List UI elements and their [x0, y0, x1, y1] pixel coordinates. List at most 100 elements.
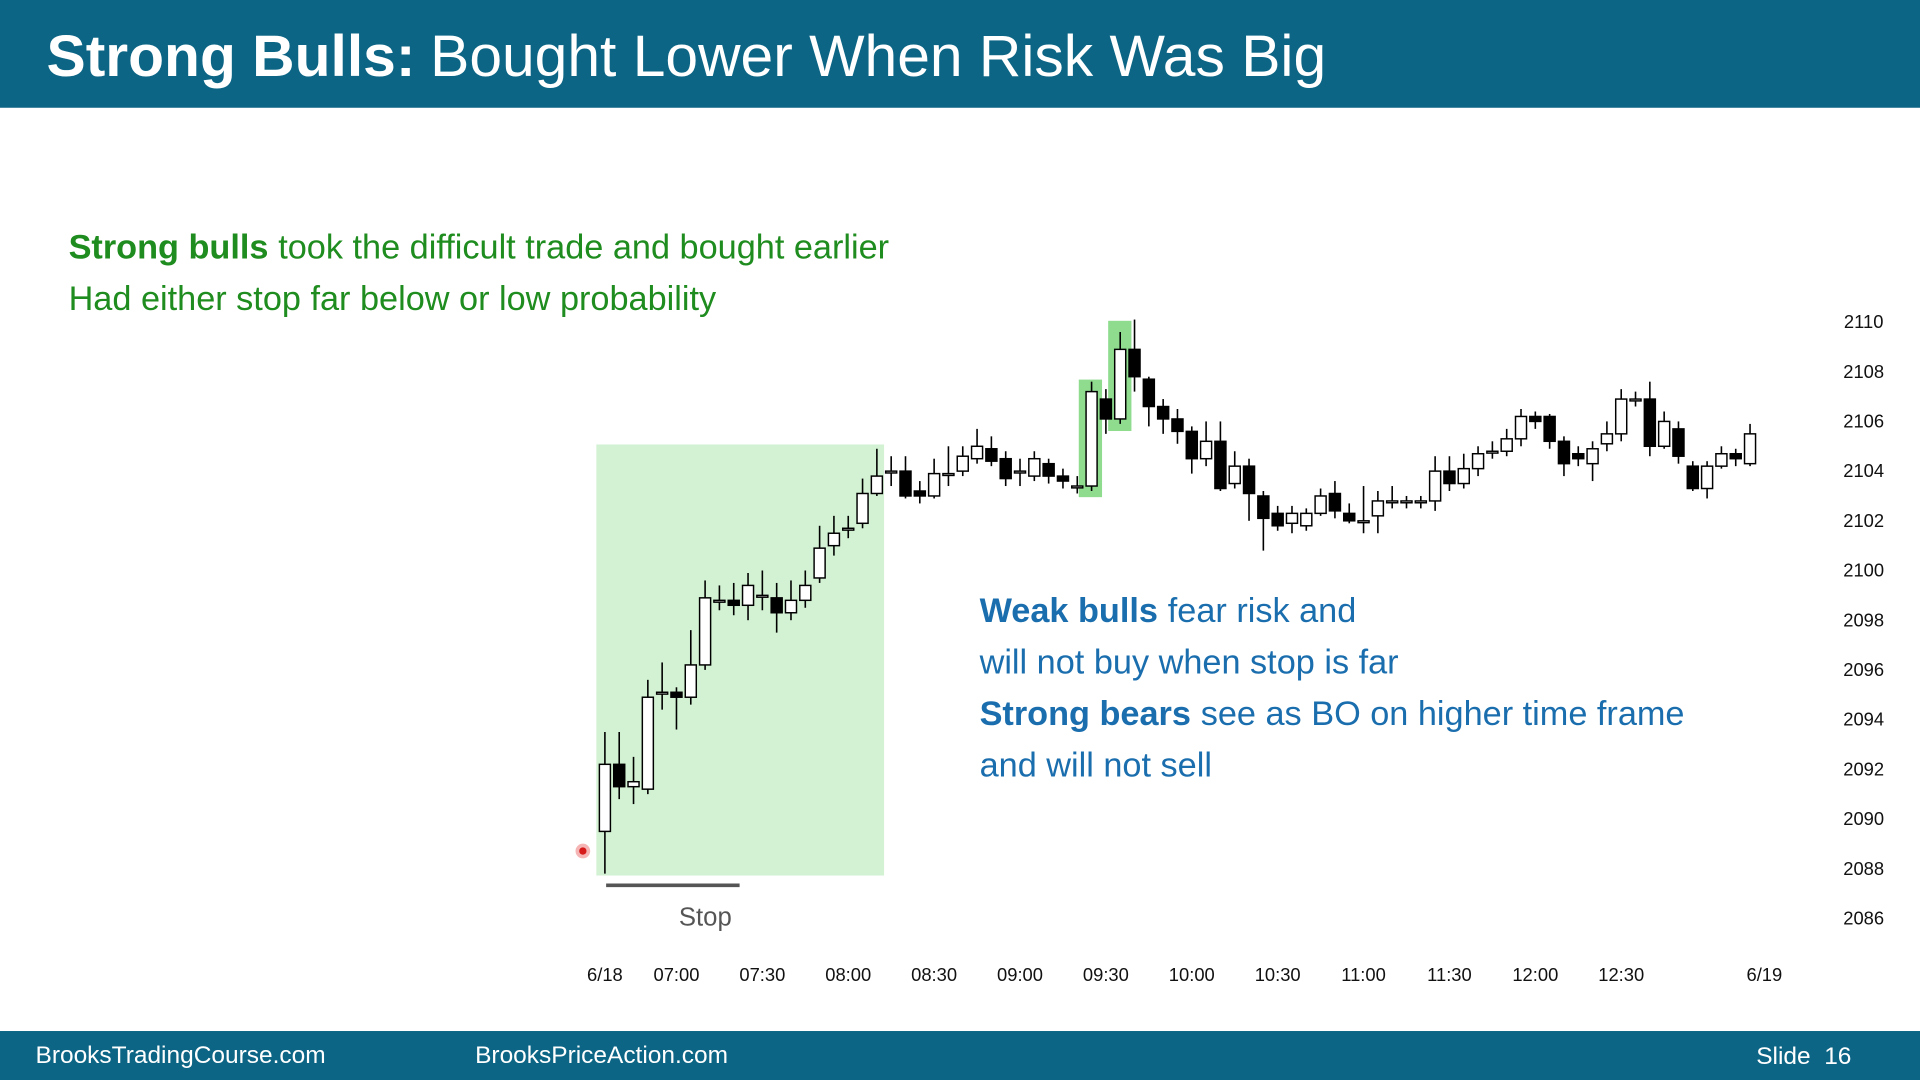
candle-body: [1672, 428, 1685, 457]
candle-body: [598, 763, 612, 833]
candle-body: [1228, 465, 1241, 485]
y-tick-label: 2108: [1843, 361, 1884, 382]
candle-body: [1171, 418, 1184, 433]
candle-body: [741, 584, 755, 607]
x-tick-label: 07:30: [739, 964, 785, 985]
title-bold: Strong Bulls:: [47, 24, 416, 89]
annotation-line: will not buy when stop is far: [979, 643, 1399, 681]
candle-body: [1028, 457, 1041, 477]
annotation-text: Had either stop far below or low probabi…: [69, 280, 717, 318]
y-tick-label: 2090: [1843, 808, 1884, 829]
candle-body: [1113, 348, 1127, 420]
candle-body: [1242, 465, 1256, 495]
x-tick-label: 10:30: [1255, 964, 1301, 985]
annotation-text: fear risk and: [1168, 592, 1357, 630]
candle-body: [913, 490, 927, 497]
candle-body: [1414, 500, 1428, 504]
candle-body: [1543, 415, 1556, 443]
candle-body: [1657, 420, 1671, 448]
title: Strong Bulls: Bought Lower When Risk Was …: [47, 24, 1327, 89]
y-tick-label: 2102: [1843, 510, 1884, 531]
candle-body: [684, 664, 698, 698]
x-tick-label: 07:00: [653, 964, 699, 985]
x-tick-label: 12:30: [1598, 964, 1644, 985]
y-tick-label: 2092: [1843, 758, 1884, 779]
candle-body: [1099, 398, 1113, 420]
candle-body: [884, 470, 898, 474]
annotation-text: Weak bulls: [980, 592, 1158, 630]
annotation-line: Strong bears see as BO on higher time fra…: [980, 695, 1685, 733]
candle-body: [841, 527, 855, 531]
candle-body: [1743, 433, 1757, 465]
x-tick-label: 08:00: [825, 964, 871, 985]
candle-body: [1314, 495, 1327, 515]
candle-body: [870, 475, 884, 495]
candle-body: [1185, 430, 1199, 460]
header-bar: [0, 0, 1920, 108]
candle-body: [1643, 398, 1657, 448]
candle-body: [956, 455, 969, 472]
stop-label: Stop: [679, 904, 732, 932]
candle-body: [827, 532, 841, 547]
y-tick-label: 2098: [1843, 609, 1884, 630]
candle-body: [1700, 465, 1714, 490]
annotation-text: Strong bulls: [69, 228, 269, 266]
candle-body: [1443, 470, 1456, 485]
x-tick-label: 11:00: [1341, 964, 1386, 985]
y-tick-label: 2096: [1843, 659, 1884, 680]
footer-left: BrooksTradingCourse.com: [36, 1042, 326, 1069]
candle-body: [770, 597, 783, 614]
annotation-line: Strong bulls took the difficult trade and…: [69, 228, 890, 266]
footer-bar: [0, 1031, 1920, 1080]
candle-body: [1128, 348, 1141, 378]
y-tick-label: 2110: [1844, 311, 1883, 332]
candle-body: [1514, 415, 1528, 440]
candle-body: [1471, 452, 1485, 470]
annotation-text: and will not sell: [980, 746, 1212, 784]
candle-body: [1357, 520, 1370, 524]
candle-body: [1257, 495, 1270, 520]
candle-body: [1586, 448, 1599, 465]
x-tick-label: 09:00: [997, 964, 1043, 985]
y-tick-label: 2100: [1843, 560, 1884, 581]
candle-body: [899, 470, 912, 497]
candle-body: [1271, 512, 1284, 527]
annotations: Strong bulls took the difficult trade and…: [69, 228, 1685, 784]
candle-body: [856, 492, 869, 525]
candle-body: [1013, 470, 1027, 474]
candle-body: [1342, 512, 1356, 522]
x-tick-label: 09:30: [1083, 964, 1129, 985]
candle-body: [799, 584, 812, 602]
candle-body: [927, 472, 941, 497]
candle-body: [698, 597, 712, 666]
candle-body: [713, 599, 726, 603]
candle-body: [942, 472, 955, 477]
x-tick-label: 11:30: [1427, 964, 1472, 985]
footer-middle: BrooksPriceAction.com: [475, 1042, 728, 1069]
candle-body: [813, 547, 826, 579]
candle-body: [1085, 390, 1098, 487]
footer-right: Slide 16: [1756, 1043, 1851, 1070]
candle-body: [1214, 440, 1227, 490]
annotation-text: will not buy when stop is far: [979, 643, 1399, 681]
candle-body: [1686, 465, 1700, 490]
candle-body: [1300, 512, 1313, 527]
candle-body: [1557, 440, 1571, 465]
x-tick-label: 6/19: [1746, 964, 1782, 985]
x-tick-label: 6/18: [587, 964, 623, 985]
candle-body: [756, 594, 769, 598]
y-tick-label: 2086: [1843, 907, 1884, 928]
candle-body: [727, 599, 740, 607]
candle-body: [1500, 438, 1513, 452]
candle-body: [1328, 492, 1342, 512]
candle-body: [1371, 500, 1385, 517]
chart: 2086 2088 2090 2092 2094 2096 2098 2100 2102 2104…: [587, 311, 1884, 985]
candle-body: [784, 599, 798, 614]
annotation-line: Had either stop far below or low probabi…: [69, 280, 717, 318]
candle-body: [1486, 450, 1499, 454]
y-tick-label: 2104: [1843, 460, 1884, 481]
candle-body: [1071, 485, 1084, 489]
candle-body: [1400, 500, 1413, 504]
highlight-zone: [596, 444, 885, 876]
